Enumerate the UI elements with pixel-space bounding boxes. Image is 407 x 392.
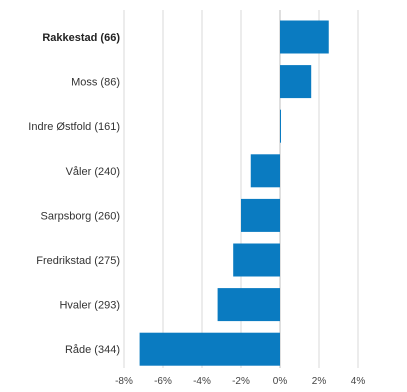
category-label: Våler (240) xyxy=(66,166,120,178)
bar xyxy=(280,109,281,143)
x-tick-label: -6% xyxy=(154,376,172,387)
x-axis-ticks: -8% -6% -4% -2% 0% 2% 4% xyxy=(115,376,365,387)
x-tick-label: 4% xyxy=(351,376,366,387)
x-tick-label: 0% xyxy=(273,376,288,387)
category-label: Rakkestad (66) xyxy=(42,32,120,44)
bar xyxy=(241,198,280,232)
category-label: Sarpsborg (260) xyxy=(41,210,121,222)
bar xyxy=(139,332,280,366)
category-label: Indre Østfold (161) xyxy=(28,121,120,133)
category-label: Fredrikstad (275) xyxy=(36,255,120,267)
x-tick-label: -4% xyxy=(193,376,211,387)
bar xyxy=(280,65,312,99)
bar xyxy=(217,288,280,322)
bars xyxy=(139,20,329,366)
category-labels: Rakkestad (66) Moss (86) Indre Østfold (16… xyxy=(28,32,120,356)
category-label: Råde (344) xyxy=(65,344,120,356)
category-label: Hvaler (293) xyxy=(59,300,120,312)
x-tick-label: 2% xyxy=(312,376,327,387)
bar xyxy=(233,243,280,277)
bar xyxy=(250,154,280,188)
category-label: Moss (86) xyxy=(71,77,120,89)
x-tick-label: -2% xyxy=(232,376,250,387)
bar xyxy=(280,20,329,54)
x-tick-label: -8% xyxy=(115,376,133,387)
